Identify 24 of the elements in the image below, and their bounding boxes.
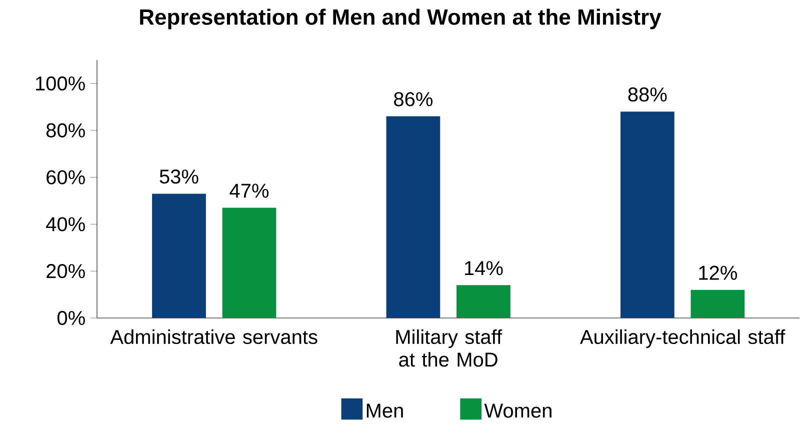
x-tick-label: Auxiliary-technical staff (580, 329, 786, 348)
data-label: 53% (160, 169, 198, 184)
y-tick-label: 80% (46, 123, 85, 138)
bar (620, 112, 674, 318)
y-tick-label: 100% (36, 76, 85, 91)
data-label: 88% (628, 87, 667, 102)
y-tick-label: 60% (46, 170, 85, 184)
bar (152, 194, 206, 318)
y-tick-label: 40% (46, 217, 85, 232)
bar (690, 290, 745, 318)
x-tick-label: Administrative servants (110, 329, 318, 344)
data-label: 14% (464, 261, 503, 276)
y-tick-label: 0% (57, 310, 85, 326)
x-tick-label: Military staff at the MoD (396, 329, 502, 367)
bar (456, 285, 510, 318)
bar (386, 116, 440, 318)
bar (222, 208, 276, 318)
data-label: 47% (230, 184, 269, 198)
chart-title: Representation of Men and Women at the Ministry (140, 8, 662, 30)
data-label: 86% (394, 92, 432, 106)
legend-label: Women (484, 404, 552, 418)
legend-label: Men (366, 404, 403, 418)
y-tick-label: 20% (46, 264, 85, 278)
data-label: 12% (699, 266, 737, 280)
